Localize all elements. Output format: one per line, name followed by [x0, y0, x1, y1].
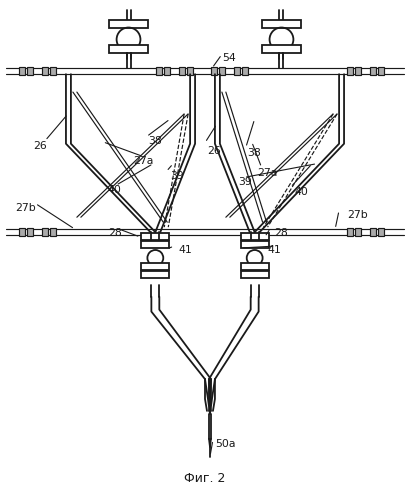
Text: 27a: 27a — [133, 156, 153, 166]
Bar — [369, 228, 375, 236]
Bar — [19, 67, 25, 75]
Bar — [346, 228, 352, 236]
Bar — [211, 67, 216, 75]
Text: 39: 39 — [170, 170, 184, 180]
Text: 38: 38 — [247, 148, 261, 158]
Bar — [42, 67, 48, 75]
Text: 27a: 27a — [257, 168, 277, 177]
Text: 39: 39 — [237, 178, 251, 188]
Bar — [141, 233, 169, 240]
Bar — [369, 67, 375, 75]
Text: 27b: 27b — [346, 210, 367, 220]
Text: 50a: 50a — [214, 438, 235, 448]
Bar — [50, 67, 56, 75]
Bar — [240, 233, 268, 240]
Text: 54: 54 — [221, 54, 235, 64]
Bar — [354, 67, 360, 75]
Bar — [354, 228, 360, 236]
Bar — [141, 263, 169, 270]
Bar — [108, 46, 148, 54]
Bar — [27, 67, 33, 75]
Bar — [261, 46, 301, 54]
Bar — [241, 67, 247, 75]
Bar — [187, 67, 193, 75]
Bar — [141, 271, 169, 278]
Text: Фиг. 2: Фиг. 2 — [184, 472, 225, 485]
Bar — [240, 263, 268, 270]
Bar — [240, 241, 268, 248]
Bar — [179, 67, 185, 75]
Text: 27b: 27b — [15, 204, 36, 214]
Bar — [156, 67, 162, 75]
Text: 40: 40 — [108, 186, 121, 196]
Bar — [50, 228, 56, 236]
Bar — [240, 271, 268, 278]
Text: 28: 28 — [108, 228, 122, 238]
Bar — [141, 241, 169, 248]
Bar — [218, 67, 224, 75]
Bar — [233, 67, 239, 75]
Bar — [42, 228, 48, 236]
Bar — [377, 67, 383, 75]
Bar — [27, 228, 33, 236]
Text: 41: 41 — [178, 245, 191, 255]
Text: 41: 41 — [267, 245, 281, 255]
Bar — [19, 228, 25, 236]
Bar — [108, 20, 148, 28]
Text: 40: 40 — [294, 188, 308, 198]
Text: 38: 38 — [148, 136, 162, 145]
Bar — [164, 67, 170, 75]
Bar — [377, 228, 383, 236]
Text: 28: 28 — [274, 228, 288, 238]
Bar — [346, 67, 352, 75]
Text: 26: 26 — [33, 140, 47, 150]
Text: 26: 26 — [207, 146, 220, 156]
Bar — [261, 20, 301, 28]
